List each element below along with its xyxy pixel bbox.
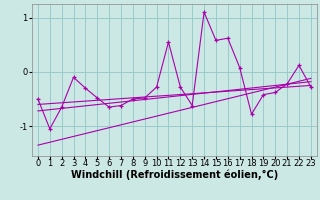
- X-axis label: Windchill (Refroidissement éolien,°C): Windchill (Refroidissement éolien,°C): [71, 169, 278, 180]
